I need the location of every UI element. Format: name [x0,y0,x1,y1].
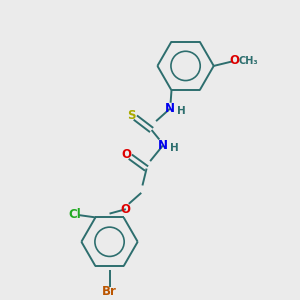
Text: H: H [177,106,186,116]
Text: N: N [158,139,168,152]
Text: CH₃: CH₃ [238,56,258,66]
Text: Cl: Cl [68,208,81,221]
Text: O: O [122,148,132,161]
Text: O: O [121,203,131,216]
Text: Br: Br [102,285,117,298]
Text: O: O [230,54,239,68]
Text: N: N [165,102,175,115]
Text: S: S [128,109,136,122]
Text: H: H [170,143,178,153]
